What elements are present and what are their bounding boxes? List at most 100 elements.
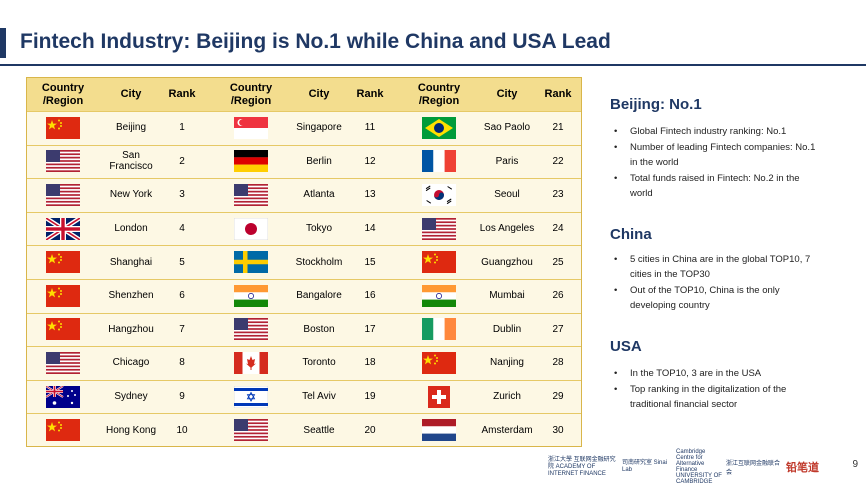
city-cell: Seattle: [303, 424, 335, 436]
city-cell: Zurich: [493, 391, 521, 403]
city-cell: Bangalore: [296, 290, 342, 302]
israel-flag-icon: [233, 385, 269, 408]
rank-cell: 2: [179, 155, 185, 167]
usa-flag-icon: [46, 184, 80, 206]
china-flag-icon: [46, 116, 80, 139]
rank-cell: 14: [364, 223, 376, 235]
usa-flag-icon: [422, 217, 456, 240]
china-flag-icon: [46, 251, 80, 274]
rank-cell: 15: [364, 256, 376, 268]
usa-flag-icon: [234, 419, 268, 442]
city-cell: Berlin: [306, 155, 332, 167]
city-cell: Shanghai: [109, 256, 153, 268]
rank-cell: 8: [179, 357, 185, 369]
city-cell: Hangzhou: [108, 323, 154, 335]
rank-cell: 20: [364, 424, 376, 436]
city-cell: Tokyo: [305, 223, 333, 235]
section-bullets-0: Global Fintech industry ranking: No.1Num…: [612, 124, 822, 202]
china-flag-icon: [422, 352, 456, 374]
rank-cell: 6: [179, 290, 185, 302]
rank-cell: 10: [176, 424, 188, 436]
pencil-logo: 铅笔道: [786, 462, 819, 474]
rank-cell: 28: [552, 357, 564, 369]
usa-flag-icon: [46, 150, 80, 173]
china-flag-icon: [46, 318, 80, 341]
rank-cell: 26: [552, 290, 564, 302]
rank-cell: 29: [552, 391, 564, 403]
city-cell: New York: [109, 189, 153, 201]
city-cell: Hong Kong: [105, 424, 157, 436]
row-divider: [27, 245, 581, 247]
rank-cell: 19: [364, 391, 376, 403]
section-title-1: China: [610, 226, 652, 243]
header-rank: Rank: [168, 88, 196, 100]
canada-flag-icon: [234, 352, 268, 374]
city-cell: Singapore: [296, 122, 342, 134]
rank-cell: 30: [552, 424, 564, 436]
header-city: City: [496, 88, 518, 100]
usa-flag-icon: [46, 352, 80, 374]
rank-cell: 12: [364, 155, 376, 167]
india-flag-icon: [422, 284, 456, 307]
row-divider: [27, 211, 581, 213]
usa-flag-icon: [234, 184, 268, 206]
australia-flag-icon: [45, 384, 80, 408]
switzerland-flag-icon: [422, 385, 456, 408]
city-cell: Dublin: [492, 323, 522, 335]
city-cell: Stockholm: [295, 256, 343, 268]
singapore-flag-icon: [234, 116, 268, 139]
row-divider: [27, 312, 581, 314]
city-cell: Amsterdam: [481, 424, 533, 436]
section-bullets-2: In the TOP10, 3 are in the USATop rankin…: [612, 366, 822, 413]
china-flag-icon: [46, 284, 80, 307]
rank-cell: 17: [364, 323, 376, 335]
row-divider: [27, 279, 581, 280]
rank-cell: 23: [552, 189, 564, 201]
rank-cell: 5: [179, 256, 185, 268]
header-country: Country /Region: [417, 81, 461, 107]
city-cell: Sao Paolo: [483, 122, 531, 134]
city-cell: Mumbai: [489, 290, 525, 302]
header-country: Country /Region: [41, 81, 85, 107]
row-divider: [27, 178, 581, 180]
city-cell: Chicago: [112, 357, 150, 369]
japan-flag-icon: [233, 217, 269, 240]
header-rank: Rank: [544, 88, 572, 100]
germany-flag-icon: [234, 150, 268, 173]
city-cell: Beijing: [115, 122, 147, 134]
uk-flag-icon: [44, 215, 82, 242]
header-country: Country /Region: [229, 81, 273, 107]
rank-cell: 21: [552, 122, 564, 134]
title-accent-bar: [0, 28, 6, 58]
city-cell: San Francisco: [109, 150, 153, 173]
zjif-logo: 浙江互联网金融联合会: [726, 461, 781, 476]
bullet-item: Global Fintech industry ranking: No.1: [612, 124, 822, 139]
city-cell: Paris: [495, 155, 519, 167]
rank-cell: 3: [179, 189, 185, 201]
header-city: City: [308, 88, 330, 100]
row-divider: [27, 379, 581, 381]
rank-cell: 24: [552, 223, 564, 235]
bullet-item: Out of the TOP10, China is the only deve…: [612, 283, 822, 313]
bullet-item: In the TOP10, 3 are in the USA: [612, 366, 822, 381]
rank-cell: 9: [179, 391, 185, 403]
rank-cell: 11: [364, 122, 376, 134]
row-divider: [27, 413, 581, 415]
rank-cell: 7: [179, 323, 185, 335]
city-cell: London: [114, 223, 148, 235]
zju-logo: 浙江大學 互联网金融研究院 ACADEMY OF INTERNET FINANC…: [548, 456, 616, 477]
sinai-lab-logo: 司南研究室 Sinai Lab: [622, 460, 668, 473]
city-cell: Atlanta: [303, 189, 335, 201]
city-cell: Sydney: [114, 391, 148, 403]
china-flag-icon: [422, 251, 456, 274]
table-header: [27, 78, 581, 111]
netherlands-flag-icon: [422, 419, 456, 442]
page-title: Fintech Industry: Beijing is No.1 while …: [20, 30, 611, 53]
city-cell: Guangzhou: [481, 256, 533, 268]
row-divider: [27, 346, 581, 348]
section-title-0: Beijing: No.1: [610, 96, 702, 113]
usa-flag-icon: [234, 318, 268, 341]
india-flag-icon: [234, 284, 268, 307]
bullet-item: 5 cities in China are in the global TOP1…: [612, 252, 822, 282]
ranking-table: Country /Region City Rank Country /Region Ci…: [26, 77, 582, 447]
